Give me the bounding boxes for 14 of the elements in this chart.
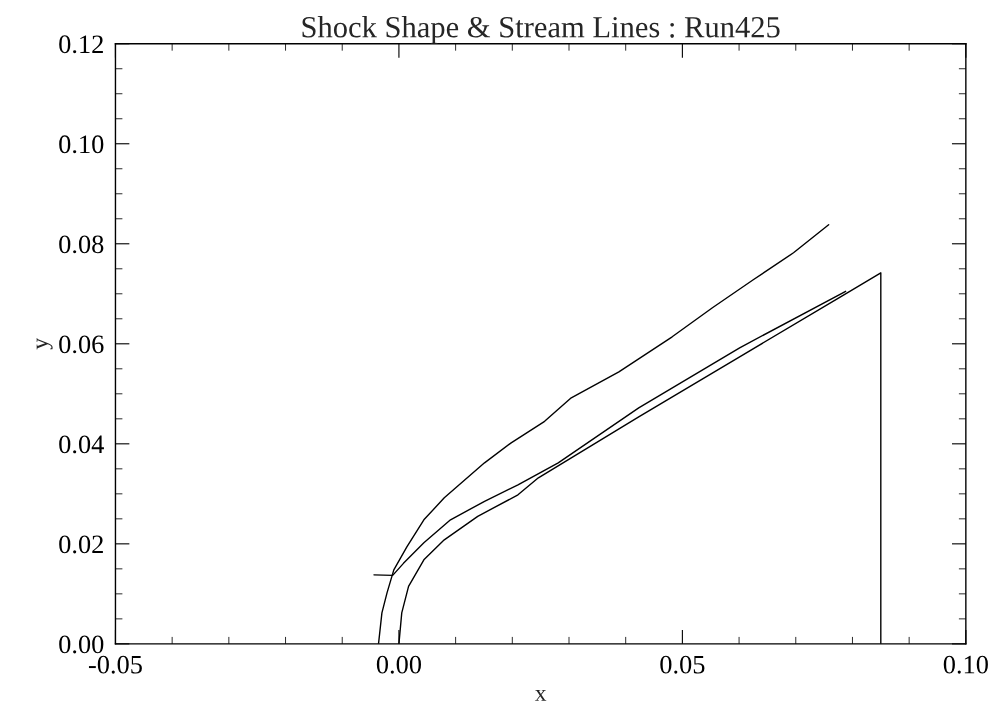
y-tick-label: 0.04 [59, 435, 104, 454]
x-axis-title: x [534, 690, 547, 701]
x-tick-label: 0.10 [943, 655, 988, 674]
y-tick-label: 0.12 [59, 35, 103, 54]
chart-title: Shock Shape & Stream Lines : Run425 [302, 16, 780, 44]
y-tick-label: 0.08 [59, 235, 104, 254]
y-tick-label: 0.00 [59, 635, 104, 654]
y-axis-title: y [36, 337, 53, 350]
y-tick-label: 0.02 [59, 535, 103, 554]
x-tick-label: 0.00 [376, 655, 422, 674]
x-tick-label: -0.05 [88, 655, 142, 674]
y-tick-label: 0.10 [59, 135, 104, 154]
x-tick-label: 0.05 [660, 655, 705, 674]
y-tick-label: 0.06 [59, 335, 104, 354]
